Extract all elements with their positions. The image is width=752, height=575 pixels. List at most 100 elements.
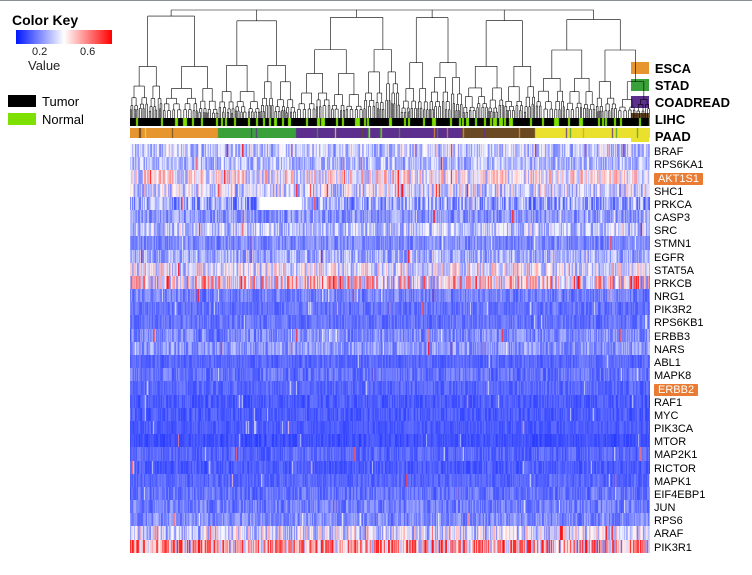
heatmap-row [130,421,650,434]
color-key-gradient [16,30,112,44]
gene-row-label-text: RICTOR [654,463,696,476]
gene-row-label: ERBB3 [654,331,705,344]
heatmap-row [130,342,650,355]
cancer-legend-label: PAAD [655,129,691,144]
plot-area [130,8,650,568]
heatmap-row [130,368,650,381]
gene-row-label: NARS [654,344,705,357]
heatmap-row [130,157,650,170]
gene-row-label-text: PIK3R2 [654,304,692,317]
heatmap-row [130,329,650,342]
gene-row-label: JUN [654,502,705,515]
gene-row-label-text: RPS6KA1 [654,159,704,172]
heatmap-row [130,210,650,223]
gene-row-label-text: MAPK1 [654,476,691,489]
gene-row-label: EIF4EBP1 [654,489,705,502]
gene-row-label: SHC1 [654,186,705,199]
heatmap [130,144,650,553]
heatmap-row [130,408,650,421]
heatmap-row [130,434,650,447]
annotation-tracks [130,118,650,138]
gene-row-label-text: RPS6 [654,515,683,528]
heatmap-row [130,447,650,460]
heatmap-row [130,526,650,539]
heatmap-row [130,474,650,487]
gene-row-label-text: STAT5A [654,265,694,278]
gene-row-label-text: EIF4EBP1 [654,489,705,502]
sample-legend-item: Tumor [8,92,84,110]
gene-row-label-text: SHC1 [654,186,683,199]
gene-row-label-text: MTOR [654,436,686,449]
gene-row-labels: BRAFRPS6KA1AKT1S1SHC1PRKCACASP3SRCSTMN1E… [654,146,705,555]
heatmap-row [130,197,650,210]
heatmap-row [130,184,650,197]
gene-row-label-text: ERBB2 [654,384,698,396]
gene-row-label-text: AKT1S1 [654,173,703,185]
gene-row-label: MAPK1 [654,476,705,489]
gene-row-label-text: BRAF [654,146,683,159]
gene-row-label-text: PRKCB [654,278,692,291]
gene-row-label-text: CASP3 [654,212,690,225]
sample-legend-label: Normal [42,112,84,127]
gene-row-label-text: JUN [654,502,675,515]
heatmap-row [130,289,650,302]
cancer-legend-label: ESCA [655,61,691,76]
heatmap-row [130,395,650,408]
gene-row-label: ARAF [654,528,705,541]
gene-row-label-text: ERBB3 [654,331,690,344]
sample-legend: Tumor Normal [8,92,84,128]
sample-legend-swatch [8,113,36,125]
gene-row-label: RPS6 [654,515,705,528]
gene-row-label-text: RPS6KB1 [654,317,704,330]
gene-row-label: MAP2K1 [654,449,705,462]
sample-legend-swatch [8,95,36,107]
color-key-title: Color Key [12,12,128,28]
color-key-tick-1: 0.6 [80,46,95,58]
gene-row-label: PRKCB [654,278,705,291]
heatmap-row [130,513,650,526]
sample-legend-item: Normal [8,110,84,128]
heatmap-row [130,170,650,183]
gene-row-label: ABL1 [654,357,705,370]
heatmap-row [130,144,650,157]
heatmap-row [130,461,650,474]
gene-row-label-text: NARS [654,344,685,357]
track-sample-type [130,118,650,126]
gene-row-label: STAT5A [654,265,705,278]
gene-row-label-text: ABL1 [654,357,681,370]
gene-row-label-text: EGFR [654,252,685,265]
gene-row-label: SRC [654,225,705,238]
gene-row-label: MTOR [654,436,705,449]
heatmap-row [130,381,650,394]
gene-row-label: MYC [654,410,705,423]
gene-row-label-text: PRKCA [654,199,692,212]
gene-row-label-text: PIK3CA [654,423,693,436]
gene-row-label-text: NRG1 [654,291,685,304]
gene-row-label: EGFR [654,252,705,265]
color-key: Color Key 0.2 0.6 Value [8,8,128,73]
gene-row-label-text: RAF1 [654,397,682,410]
gene-row-label: RPS6KA1 [654,159,705,172]
track-cancer-type [130,128,650,138]
top-border [0,0,752,1]
heatmap-row [130,223,650,236]
color-key-value-label: Value [28,58,128,73]
gene-row-label: PRKCA [654,199,705,212]
gene-row-label: BRAF [654,146,705,159]
gene-row-label: PIK3R2 [654,304,705,317]
gene-row-label: RPS6KB1 [654,317,705,330]
heatmap-row [130,302,650,315]
heatmap-row [130,315,650,328]
heatmap-row [130,236,650,249]
heatmap-row [130,500,650,513]
gene-row-label: MAPK8 [654,370,705,383]
gene-row-label: AKT1S1 [654,172,705,185]
gene-row-label: PIK3CA [654,423,705,436]
cancer-legend-label: LIHC [655,112,685,127]
gene-row-label-text: SRC [654,225,677,238]
gene-row-label: ERBB2 [654,383,705,396]
gene-row-label: RAF1 [654,397,705,410]
color-key-ticks: 0.2 0.6 [8,46,118,60]
heatmap-row [130,487,650,500]
gene-row-label: RICTOR [654,463,705,476]
